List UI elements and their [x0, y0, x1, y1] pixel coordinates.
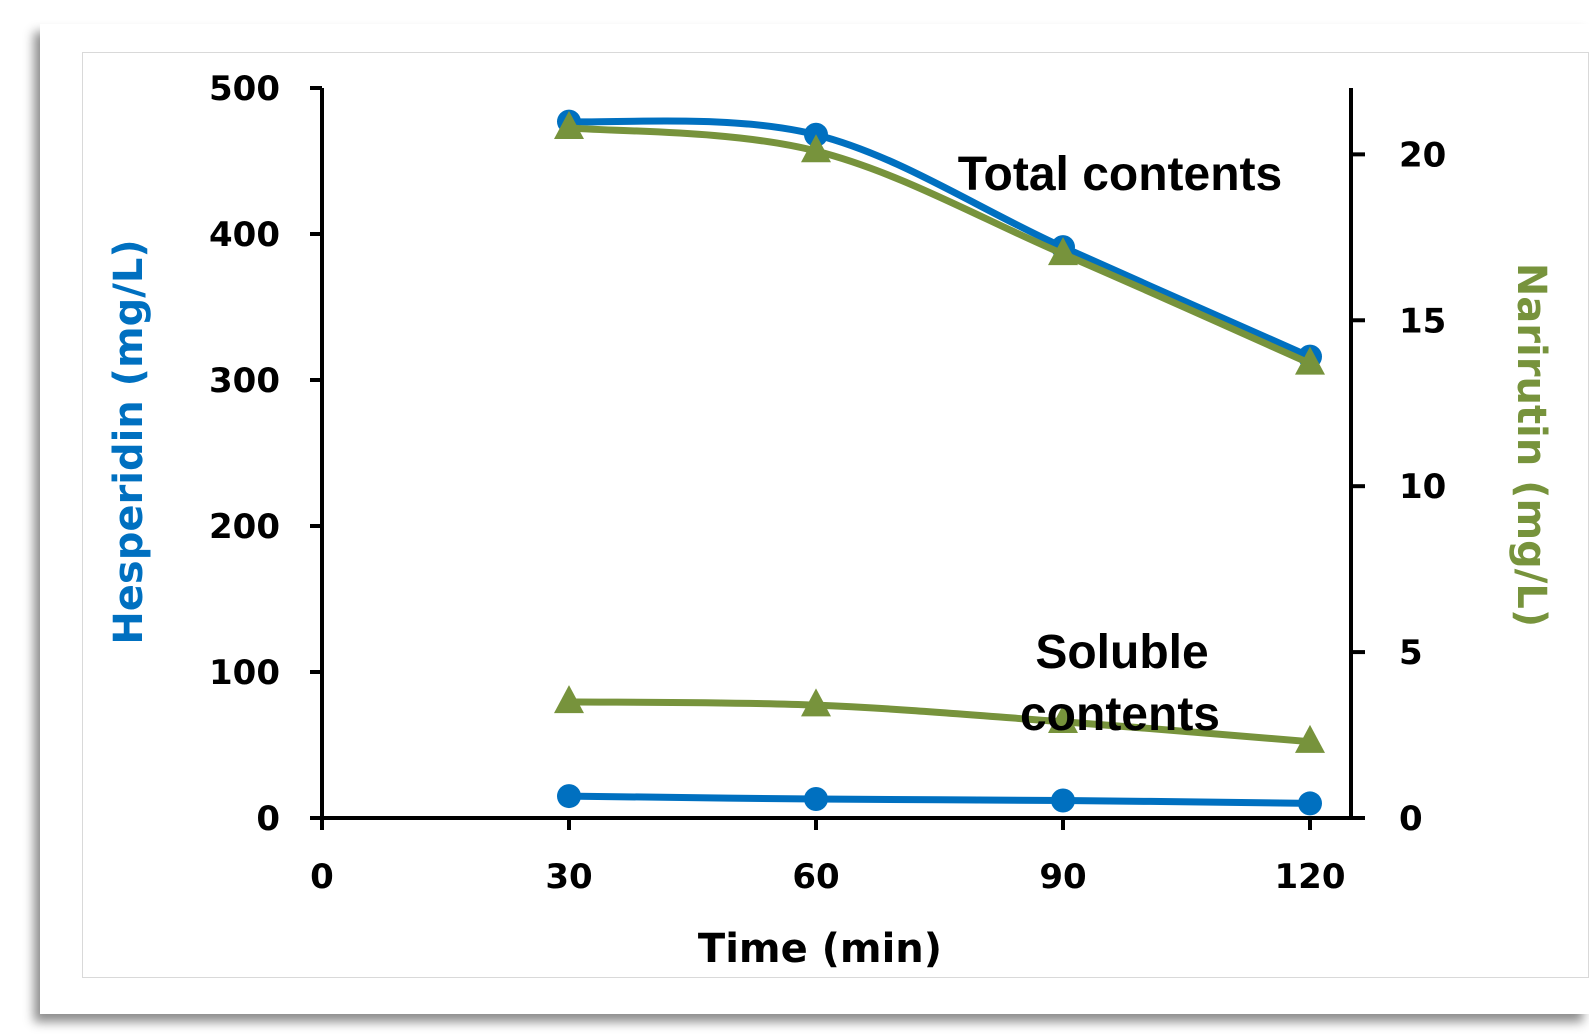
x-axis-title: Time (min) — [698, 926, 942, 972]
narirutin-soluble-point — [1295, 724, 1325, 753]
right-y-tick-label: 10 — [1399, 467, 1446, 507]
left-y-tick-label: 100 — [209, 653, 280, 693]
x-tick-label: 120 — [1275, 857, 1346, 897]
left-y-tick-label: 400 — [209, 215, 280, 255]
narirutin-total-line — [565, 124, 1314, 367]
left-y-tick-label: 0 — [256, 799, 280, 839]
axes-layer — [320, 88, 1365, 830]
narirutin-total-point — [1295, 346, 1325, 375]
total-contents-annotation: Total contents — [958, 148, 1282, 201]
x-tick-label: 30 — [545, 857, 592, 897]
x-tick-label: 90 — [1039, 857, 1086, 897]
x-tick-label: 60 — [792, 857, 839, 897]
chart-frame — [40, 24, 1589, 1014]
right-y-axis-title: Narirutin (mg/L) — [1508, 263, 1554, 627]
left-y-tick-label: 300 — [209, 361, 280, 401]
soluble-contents-annotation-line2: contents — [1020, 688, 1220, 741]
soluble-contents-annotation-line1: Soluble — [1035, 626, 1208, 679]
right-y-tick-label: 0 — [1399, 799, 1423, 839]
left-y-axis-title: Hesperidin (mg/L) — [106, 239, 152, 644]
narirutin-soluble-point — [801, 688, 831, 717]
hesperidin-soluble-line — [565, 792, 1314, 807]
hesperidin-soluble-point — [804, 787, 828, 812]
hesperidin-total-line — [565, 117, 1314, 361]
left-y-tick-label: 500 — [209, 69, 280, 109]
right-y-tick-label: 20 — [1399, 135, 1446, 175]
narirutin-total-point — [554, 111, 584, 140]
narirutin-soluble-line — [565, 698, 1314, 746]
hesperidin-soluble-point — [1051, 788, 1075, 813]
series-layer — [554, 109, 1325, 816]
hesperidin-soluble-point — [557, 784, 581, 809]
narirutin-soluble-point — [1048, 704, 1078, 733]
right-y-tick-label: 5 — [1399, 633, 1423, 673]
narirutin-total-point — [801, 134, 831, 163]
hesperidin-soluble-point — [1298, 791, 1322, 816]
narirutin-total-point — [1048, 237, 1078, 266]
left-y-tick-label: 200 — [209, 507, 280, 547]
x-tick-label: 0 — [310, 857, 334, 897]
narirutin-soluble-point — [554, 685, 584, 714]
right-y-tick-label: 15 — [1399, 301, 1446, 341]
